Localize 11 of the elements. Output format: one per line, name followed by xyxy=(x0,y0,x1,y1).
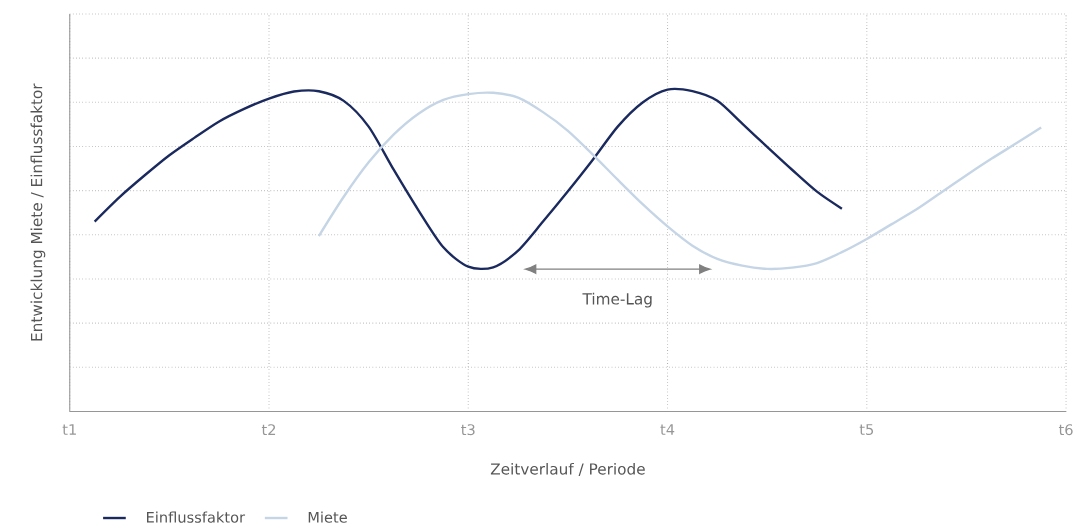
x-tick-label: t5 xyxy=(859,424,874,436)
x-tick-label: t3 xyxy=(461,424,475,436)
x-axis-title: Zeitverlauf / Periode xyxy=(490,462,645,476)
annotation: Time-Lag xyxy=(582,292,652,308)
y-axis-title: Entwicklung Miete / Einflussfaktor xyxy=(30,83,46,341)
x-tick-label: t6 xyxy=(1058,424,1073,436)
x-tick-label: t4 xyxy=(660,424,675,435)
x-tick-label: t2 xyxy=(261,424,276,436)
legend-label: Einflussfaktor xyxy=(147,511,246,523)
x-tick-label: t1 xyxy=(62,424,76,435)
legend-label: Miete xyxy=(308,511,347,523)
